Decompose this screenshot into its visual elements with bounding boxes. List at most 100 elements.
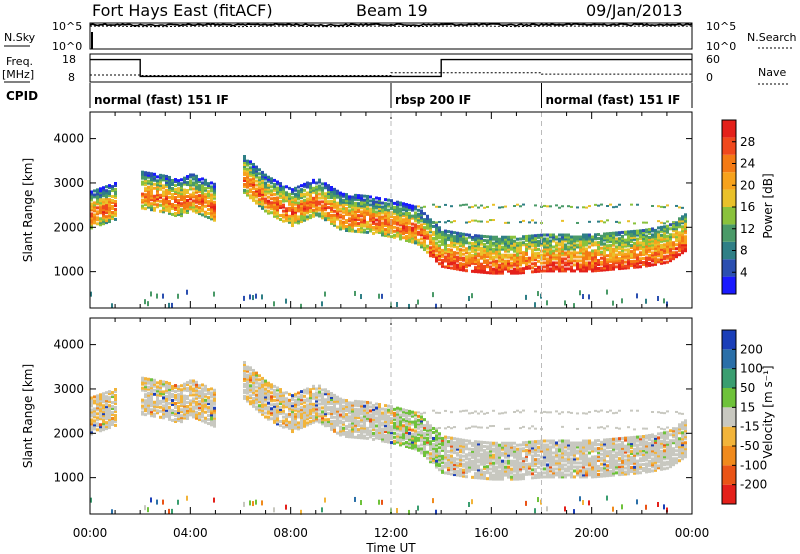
power-cell — [591, 241, 594, 245]
velocity-cell — [354, 423, 357, 427]
power-cell — [630, 230, 633, 234]
velocity-cell — [141, 398, 144, 402]
power-cell — [666, 228, 669, 232]
velocity-cell — [267, 415, 270, 419]
velocity-cell — [387, 430, 390, 434]
power-cell — [603, 248, 606, 252]
power-cell — [489, 269, 492, 273]
power-cell — [384, 210, 387, 214]
velocity-cell — [387, 422, 390, 426]
velocity-cell — [162, 382, 165, 386]
power-cell — [198, 188, 201, 192]
power-cell — [447, 260, 450, 264]
power-cell — [96, 222, 99, 226]
velocity-cell — [423, 434, 426, 438]
velocity-cell — [456, 437, 459, 441]
power-cell — [423, 212, 426, 216]
velocity-cell — [309, 412, 312, 416]
velocity-cell — [441, 468, 444, 472]
power-cell — [504, 261, 507, 265]
power-cell — [264, 199, 267, 203]
velocity-cell — [462, 458, 465, 462]
velocity-cell — [207, 414, 210, 418]
power-cell — [267, 211, 270, 215]
power-cell — [633, 259, 636, 263]
velocity-cell — [192, 397, 195, 401]
velocity-cell — [423, 411, 426, 414]
power-cell — [345, 199, 348, 203]
power-cell — [102, 214, 105, 218]
power-cell — [582, 249, 585, 253]
power-cell — [192, 183, 195, 187]
power-cell — [387, 220, 390, 224]
power-cell — [579, 265, 582, 269]
power-cell — [399, 217, 402, 221]
power-cell — [252, 164, 255, 168]
power-cell — [561, 205, 564, 208]
velocity-cell — [462, 470, 465, 474]
power-cell — [165, 198, 168, 202]
power-cell — [543, 247, 546, 251]
velocity-cell — [186, 412, 189, 416]
velocity-cell — [456, 463, 459, 467]
power-cell — [633, 241, 636, 245]
velocity-cell — [303, 404, 306, 408]
power-cell — [582, 245, 585, 249]
power-cell — [447, 230, 450, 234]
power-cell — [639, 259, 642, 263]
power-cell — [666, 244, 669, 248]
power-cell — [438, 240, 441, 244]
power-colorbar-tick-label: 28 — [740, 135, 755, 149]
power-cell — [306, 203, 309, 207]
power-cell — [588, 235, 591, 239]
power-cell — [111, 303, 113, 309]
velocity-cell — [177, 387, 180, 391]
power-cell — [462, 266, 465, 270]
velocity-cell — [363, 418, 366, 422]
power-cell — [162, 190, 165, 194]
velocity-cell — [381, 499, 383, 505]
power-cell — [552, 235, 555, 239]
power-cell — [585, 235, 588, 239]
power-cell — [246, 169, 249, 173]
power-cell — [456, 245, 459, 249]
power-cell — [684, 223, 687, 227]
power-cell — [681, 215, 684, 219]
power-cell — [585, 239, 588, 243]
power-cell — [492, 235, 495, 239]
power-cell — [453, 237, 456, 241]
power-cell — [111, 189, 114, 193]
velocity-cell — [264, 379, 267, 383]
velocity-cell — [324, 392, 327, 396]
velocity-cell — [366, 430, 369, 434]
power-cell — [345, 209, 348, 213]
power-cell — [114, 193, 117, 197]
power-cell — [399, 237, 402, 241]
power-cell — [435, 221, 438, 224]
power-cell — [114, 191, 117, 195]
power-cell — [285, 193, 288, 197]
power-cell — [315, 207, 318, 211]
velocity-cell — [141, 400, 144, 404]
velocity-cell — [375, 408, 378, 412]
power-cell — [411, 234, 414, 238]
power-cell — [177, 211, 180, 215]
velocity-cell — [318, 406, 321, 410]
power-cell — [432, 220, 435, 224]
velocity-cell — [303, 394, 306, 398]
cpid-segment-label: normal (fast) 151 IF — [94, 93, 229, 107]
power-cell — [408, 211, 411, 215]
velocity-cell — [330, 423, 333, 427]
velocity-cell — [408, 509, 410, 515]
power-cell — [408, 239, 411, 243]
power-cell — [249, 170, 252, 174]
power-cell — [663, 222, 666, 225]
velocity-cell — [261, 406, 264, 410]
velocity-cell — [309, 400, 312, 404]
velocity-cell — [201, 415, 204, 419]
velocity-cell — [429, 434, 432, 438]
power-cell — [600, 246, 603, 250]
power-cell — [282, 203, 285, 207]
power-cell — [666, 236, 669, 240]
velocity-cell — [372, 433, 375, 437]
